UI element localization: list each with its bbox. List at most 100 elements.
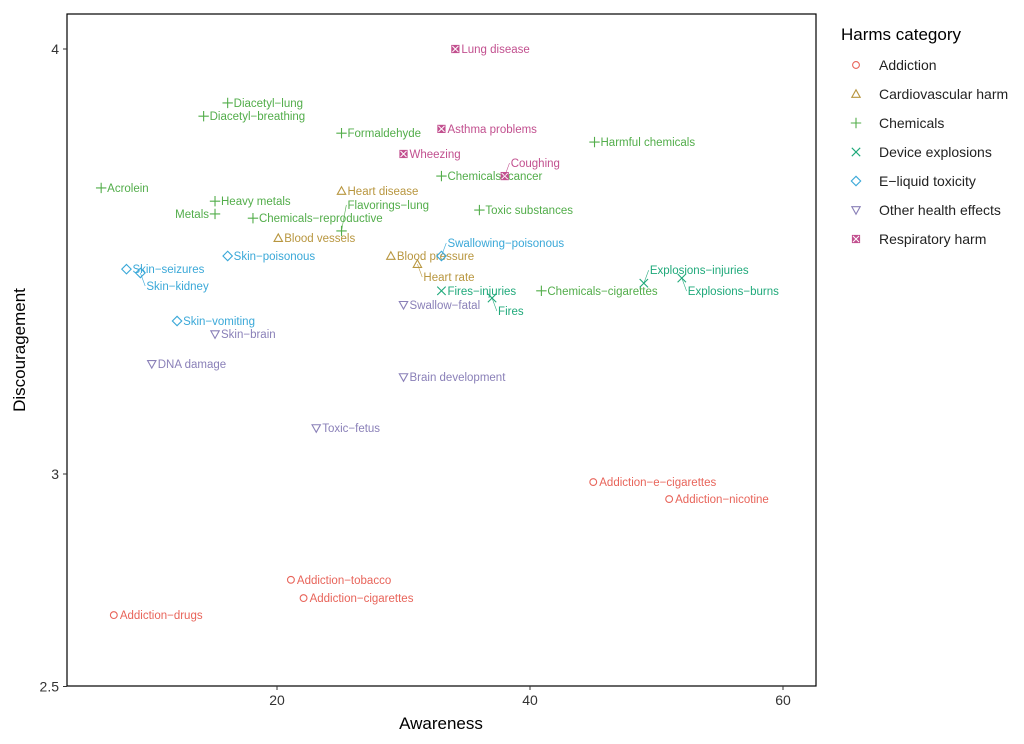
legend-key bbox=[850, 175, 862, 187]
data-point bbox=[385, 250, 396, 260]
point-label: Asthma problems bbox=[447, 124, 537, 136]
point-label: Chemicals−reproductive bbox=[259, 213, 383, 225]
point-label: Diacetyl−lung bbox=[234, 98, 303, 110]
point-label: Coughing bbox=[511, 158, 560, 170]
data-point bbox=[222, 250, 234, 262]
legend-key bbox=[850, 117, 862, 129]
point-label: Explosions−injuries bbox=[650, 265, 749, 277]
legend-item: Cardiovascular harm bbox=[850, 86, 1008, 102]
data-point bbox=[209, 208, 221, 220]
point-label: Wheezing bbox=[410, 149, 461, 161]
data-point bbox=[299, 594, 308, 603]
point-label: Fires bbox=[498, 306, 524, 318]
label-leader bbox=[491, 297, 498, 312]
data-point bbox=[437, 124, 446, 134]
data-point bbox=[222, 97, 233, 109]
point-label: Heart disease bbox=[348, 186, 419, 198]
legend-key bbox=[852, 61, 860, 69]
data-point bbox=[589, 136, 600, 148]
data-point bbox=[451, 44, 460, 54]
legend-label: Device explosions bbox=[879, 144, 992, 160]
label-leader bbox=[417, 263, 423, 278]
data-point bbox=[336, 185, 347, 195]
legend-item: Addiction bbox=[852, 57, 937, 73]
data-point bbox=[399, 149, 408, 159]
series-1: Heart disease Blood vessels Blood pressure… bbox=[273, 185, 475, 284]
data-point bbox=[209, 330, 221, 340]
point-label: Toxic substances bbox=[485, 205, 573, 217]
point-label: Flavorings−lung bbox=[348, 200, 430, 212]
data-point bbox=[500, 171, 509, 181]
point-label: Fires−injuries bbox=[447, 286, 516, 298]
legend-key bbox=[851, 234, 861, 244]
point-label: Addiction−nicotine bbox=[675, 494, 769, 506]
label-leader bbox=[341, 204, 347, 231]
data-point bbox=[436, 286, 447, 296]
legend-label: E−liquid toxicity bbox=[879, 173, 976, 189]
point-label: Addiction−e−cigarettes bbox=[599, 477, 716, 489]
data-point bbox=[412, 258, 423, 268]
x-axis-label: Awareness bbox=[399, 714, 483, 733]
point-label: Skin−vomiting bbox=[183, 316, 255, 328]
legend-label: Cardiovascular harm bbox=[879, 86, 1008, 102]
legend-key bbox=[850, 88, 862, 98]
point-label: Toxic−fetus bbox=[322, 423, 380, 435]
data-point bbox=[146, 360, 157, 370]
legend-key bbox=[851, 147, 861, 157]
legend-item: Chemicals bbox=[850, 115, 944, 131]
point-label: Addiction−tobacco bbox=[297, 575, 391, 587]
point-label: Harmful chemicals bbox=[601, 137, 696, 149]
data-point bbox=[536, 285, 547, 297]
y-tick-label: 4 bbox=[51, 41, 59, 57]
label-leader bbox=[441, 242, 447, 257]
data-point bbox=[286, 575, 295, 584]
legend-item: Device explosions bbox=[851, 144, 992, 160]
series-5: Swallow−fatal Skin−brain DNA damage Brain d… bbox=[146, 300, 506, 435]
legend-label: Other health effects bbox=[879, 202, 1001, 218]
label-leader bbox=[643, 270, 649, 284]
point-label: Blood vessels bbox=[284, 233, 355, 245]
series-3: Fires−injuries Fires Explosions−injuries Ex… bbox=[436, 265, 779, 318]
data-point bbox=[120, 263, 132, 275]
label-leader bbox=[504, 162, 510, 177]
point-label: Acrolein bbox=[107, 183, 149, 195]
point-label: Skin−poisonous bbox=[234, 251, 316, 263]
series-4: Skin−poisonous Skin−seizures Skin−kidney Sk… bbox=[120, 238, 564, 328]
data-point bbox=[198, 110, 209, 122]
point-label: Lung disease bbox=[461, 44, 529, 56]
point-label: Swallowing−poisonous bbox=[447, 238, 564, 250]
point-label: Skin−kidney bbox=[146, 281, 209, 293]
data-point bbox=[134, 267, 146, 279]
point-label: Blood pressure bbox=[397, 251, 474, 263]
legend-item: Respiratory harm bbox=[851, 231, 986, 247]
point-label: Swallow−fatal bbox=[410, 300, 481, 312]
point-label: Skin−brain bbox=[221, 329, 276, 341]
legend-label: Chemicals bbox=[879, 115, 944, 131]
legend-item: E−liquid toxicity bbox=[850, 173, 976, 189]
point-label: DNA damage bbox=[158, 359, 226, 371]
point-label: Metals bbox=[175, 209, 209, 221]
label-leader bbox=[140, 272, 146, 287]
legend-title: Harms category bbox=[841, 25, 961, 44]
data-point bbox=[247, 212, 259, 224]
point-label: Addiction−cigarettes bbox=[310, 593, 414, 605]
series-6: Lung disease Asthma problems Wheezing Cough… bbox=[399, 44, 560, 181]
data-point bbox=[398, 300, 409, 311]
point-label: Formaldehyde bbox=[348, 128, 422, 140]
x-tick-label: 60 bbox=[775, 692, 791, 708]
data-point bbox=[436, 170, 447, 182]
point-label: Addiction−drugs bbox=[120, 610, 203, 622]
point-label: Explosions−burns bbox=[688, 286, 779, 298]
point-label: Chemicals−cancer bbox=[447, 171, 542, 183]
point-label: Chemicals−cigarettes bbox=[547, 286, 658, 298]
data-point bbox=[273, 232, 284, 243]
y-tick-label: 2.5 bbox=[40, 679, 60, 695]
point-label: Heart rate bbox=[423, 272, 474, 284]
label-leader bbox=[681, 277, 687, 292]
series-0: Addiction−drugs Addiction−tobacco Addictio… bbox=[109, 477, 769, 622]
data-point bbox=[95, 182, 107, 194]
data-point bbox=[109, 611, 118, 620]
